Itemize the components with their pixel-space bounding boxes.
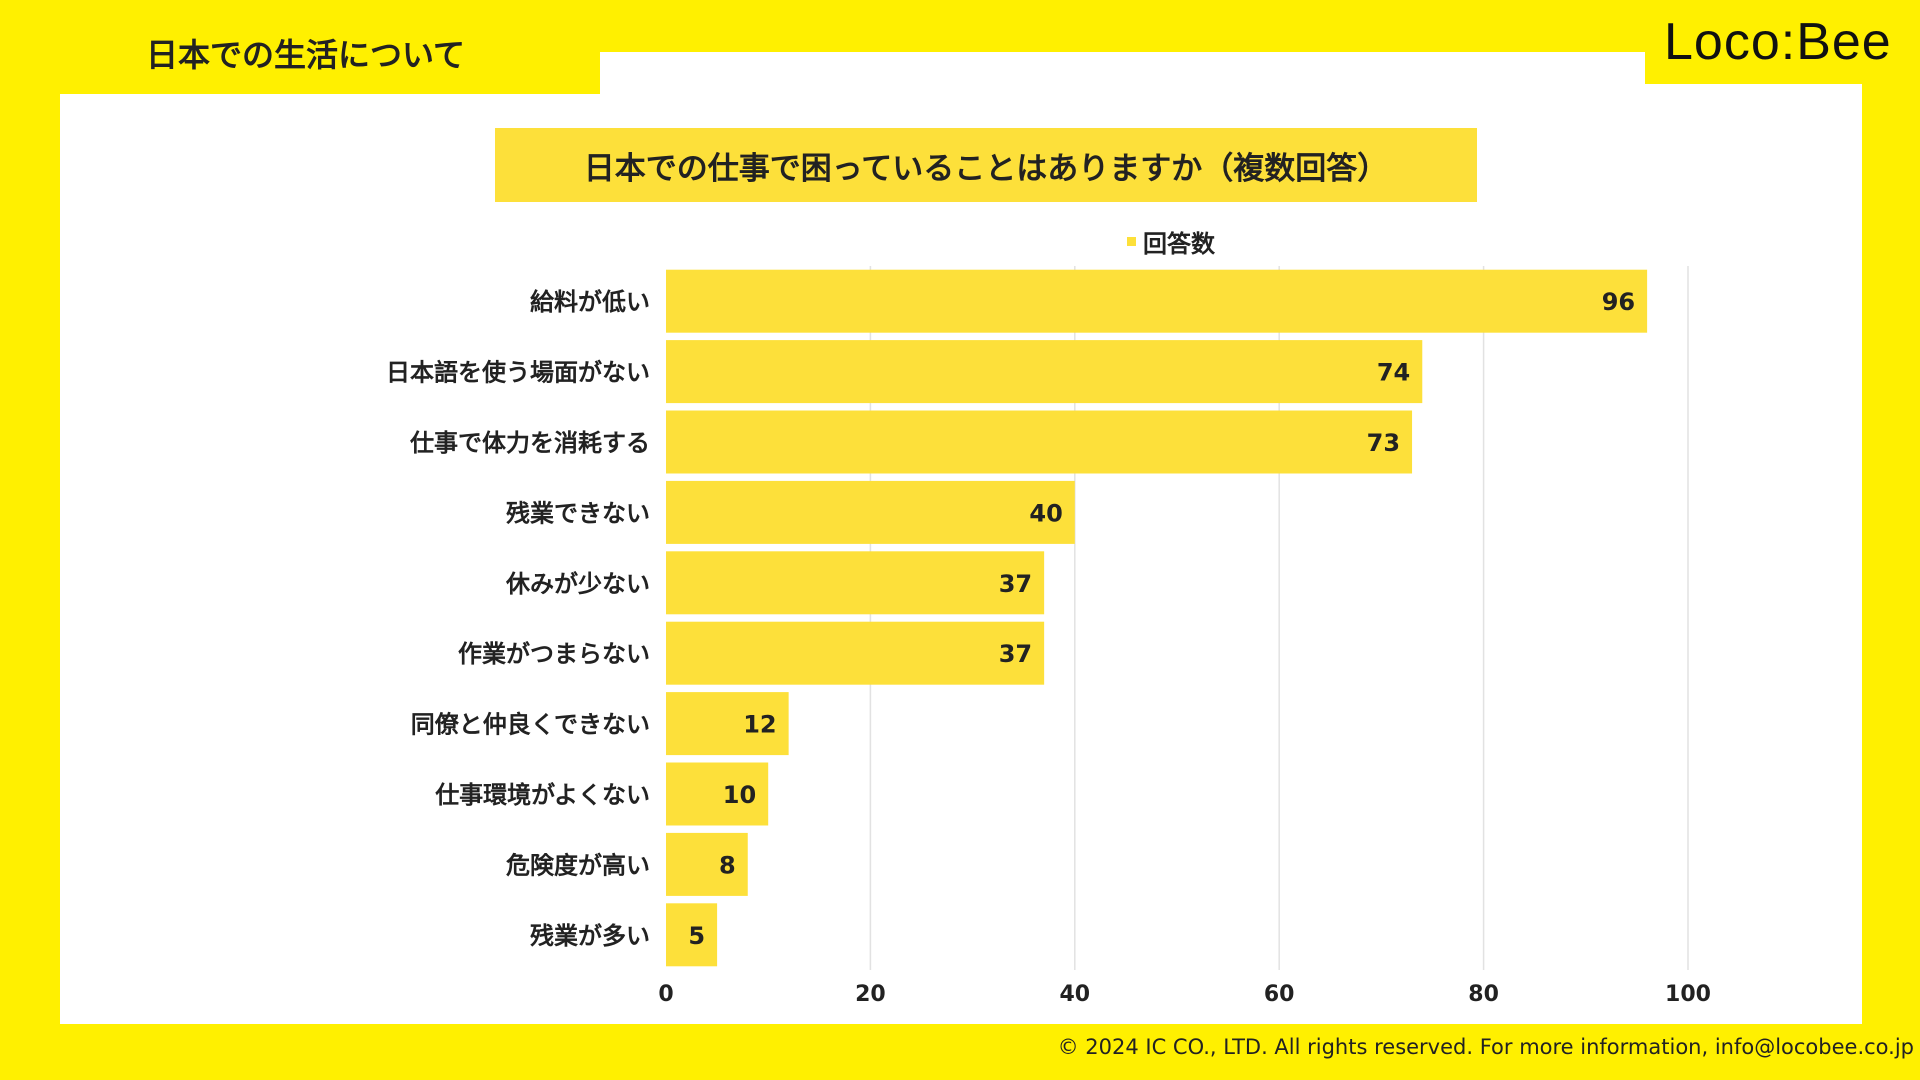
bar-2 bbox=[666, 410, 1413, 474]
chart-title: 日本での仕事で困っていることはありますか（複数回答） bbox=[583, 150, 1389, 187]
bar-8 bbox=[666, 832, 748, 896]
category-label: 作業がつまらない bbox=[458, 640, 650, 668]
x-tick-label: 0 bbox=[658, 982, 673, 1007]
category-label: 残業できない bbox=[506, 499, 650, 527]
footer-copyright: © 2024 IC CO., LTD. All rights reserved.… bbox=[1057, 1035, 1914, 1059]
value-label: 40 bbox=[1029, 499, 1062, 527]
value-label: 96 bbox=[1602, 288, 1635, 316]
x-tick-label: 40 bbox=[1059, 982, 1090, 1007]
bar-4 bbox=[666, 551, 1045, 615]
value-label: 73 bbox=[1367, 429, 1400, 457]
category-label: 給料が低い bbox=[530, 288, 650, 316]
category-label: 休みが少ない bbox=[505, 570, 650, 598]
section-tab bbox=[60, 18, 600, 94]
bar-1 bbox=[666, 340, 1423, 404]
value-label: 5 bbox=[688, 922, 705, 950]
value-label: 12 bbox=[743, 711, 776, 739]
bar-6 bbox=[666, 692, 789, 756]
x-tick-label: 100 bbox=[1665, 982, 1711, 1007]
x-tick-label: 80 bbox=[1468, 982, 1499, 1007]
value-label: 10 bbox=[723, 781, 756, 809]
legend-swatch bbox=[1127, 237, 1136, 246]
category-label: 仕事で体力を消耗する bbox=[409, 429, 650, 457]
bar-9 bbox=[666, 903, 718, 967]
value-label: 37 bbox=[999, 570, 1032, 598]
bar-5 bbox=[666, 621, 1045, 685]
category-label: 仕事環境がよくない bbox=[434, 781, 650, 809]
category-label: 残業が多い bbox=[530, 922, 650, 950]
legend-label: 回答数 bbox=[1143, 230, 1215, 258]
bar-3 bbox=[666, 480, 1075, 544]
chart-legend: 回答数 bbox=[1127, 224, 1215, 259]
value-label: 8 bbox=[719, 851, 736, 879]
x-tick-label: 20 bbox=[855, 982, 886, 1007]
value-label: 74 bbox=[1377, 359, 1410, 387]
bar-7 bbox=[666, 762, 769, 826]
chart-title-box: 日本での仕事で困っていることはありますか（複数回答） bbox=[495, 128, 1477, 202]
category-label: 同僚と仲良くできない bbox=[411, 711, 650, 739]
locobee-logo: Loco:Bee bbox=[1664, 13, 1892, 71]
category-label: 危険度が高い bbox=[506, 851, 650, 879]
section-label: 日本での生活について bbox=[146, 36, 466, 74]
value-label: 37 bbox=[999, 640, 1032, 668]
x-tick-label: 60 bbox=[1264, 982, 1295, 1007]
bar-0 bbox=[666, 269, 1648, 333]
category-label: 日本語を使う場面がない bbox=[386, 359, 650, 387]
logo-tab bbox=[1645, 0, 1920, 84]
